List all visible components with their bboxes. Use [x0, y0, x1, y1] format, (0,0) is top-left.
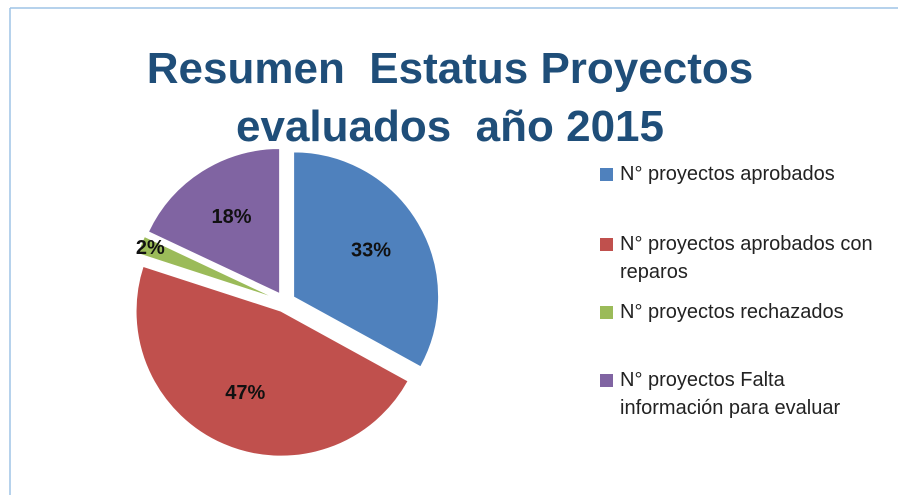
pie-slice: [293, 151, 440, 368]
pie-slice: [135, 265, 409, 457]
legend-swatch: [600, 168, 613, 181]
legend-label: N° proyectos aprobados con reparos: [620, 233, 873, 283]
legend-swatch: [600, 374, 613, 387]
chart-title: Resumen Estatus Proyectos evaluados año …: [146, 44, 766, 151]
legend-item: N° proyectos aprobados con reparos: [600, 230, 890, 286]
slice-label: 2%: [136, 237, 165, 259]
slice-label: 33%: [351, 239, 391, 261]
pie-slice: [137, 235, 276, 299]
legend-swatch: [600, 306, 613, 319]
slice-label: 18%: [211, 206, 251, 228]
slice-label: 47%: [225, 382, 265, 404]
legend-label: N° proyectos rechazados: [620, 301, 844, 323]
legend-label: N° proyectos Falta información para eval…: [620, 369, 841, 419]
pie-slice: [147, 148, 281, 295]
legend-swatch: [600, 238, 613, 251]
legend-item: N° proyectos Falta información para eval…: [600, 366, 890, 422]
legend-item: N° proyectos aprobados: [600, 160, 890, 188]
legend-item: N° proyectos rechazados: [600, 298, 890, 326]
legend-label: N° proyectos aprobados: [620, 163, 835, 185]
